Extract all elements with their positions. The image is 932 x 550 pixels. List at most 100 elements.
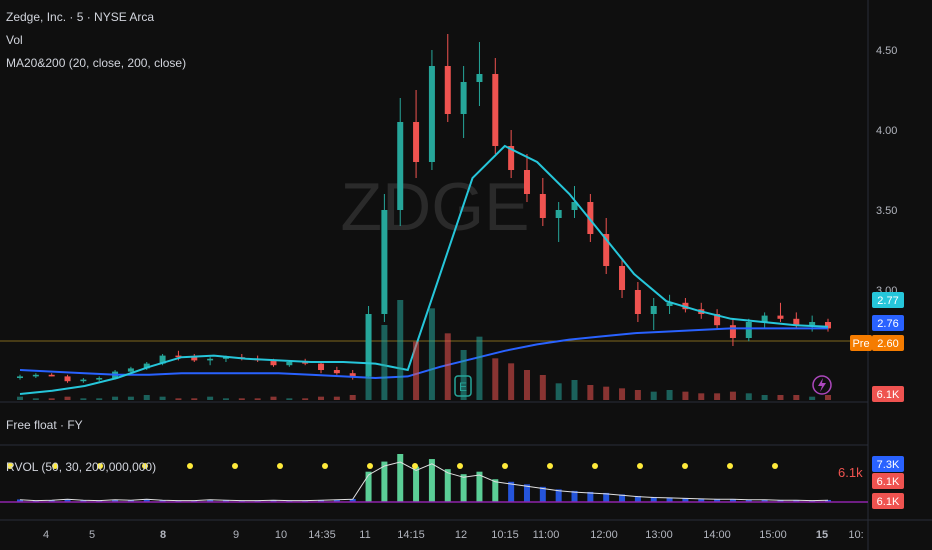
rvol-bar xyxy=(318,499,325,502)
price-badge xyxy=(872,335,904,351)
candle-body xyxy=(17,376,23,378)
rvol-signal-dot xyxy=(232,463,238,469)
volume-bar xyxy=(698,393,705,400)
rvol-bar xyxy=(508,481,515,502)
volume-bar xyxy=(333,396,340,400)
candle-body xyxy=(476,74,483,82)
rvol-signal-dot xyxy=(457,463,463,469)
rvol-bar xyxy=(444,469,451,502)
candle-body xyxy=(222,357,229,359)
volume-bar xyxy=(413,341,420,400)
time-tick-label: 10:15 xyxy=(491,529,519,541)
volume-bar xyxy=(666,390,673,400)
rvol-bar xyxy=(191,500,198,502)
time-tick-label: 11 xyxy=(359,529,370,541)
rvol-bar xyxy=(270,499,277,502)
rvol-bar xyxy=(523,484,530,502)
candle-body xyxy=(523,170,530,194)
volume-bar xyxy=(555,383,562,400)
price-badge-label: 6.1K xyxy=(877,496,900,508)
time-tick-label: 10 xyxy=(275,529,287,541)
candle-body xyxy=(413,122,420,162)
lightning-icon-bolt xyxy=(818,378,826,392)
candle-body xyxy=(127,368,134,372)
rvol-value: 6.1k xyxy=(838,465,863,480)
price-badge xyxy=(850,335,872,351)
rvol-signal-dot xyxy=(727,463,733,469)
volume-bar xyxy=(143,395,150,400)
candle-body xyxy=(603,234,610,266)
rvol-bar xyxy=(286,500,293,502)
volume-bar xyxy=(634,390,641,400)
rvol-bar xyxy=(476,471,483,502)
volume-bar xyxy=(809,396,816,400)
candle-body xyxy=(365,314,372,377)
rvol-signal-dot xyxy=(52,463,58,469)
price-tick-label: 4.50 xyxy=(876,45,897,57)
price-badge-label: 2.76 xyxy=(877,318,898,330)
rvol-bar xyxy=(254,500,261,502)
volume-bar xyxy=(729,391,736,400)
candle-body xyxy=(571,202,578,210)
volume-bar xyxy=(254,398,261,400)
rvol-bar xyxy=(729,498,736,502)
volume-bar xyxy=(508,363,515,400)
rvol-bar xyxy=(397,454,404,502)
rvol-signal-dot xyxy=(682,463,688,469)
rvol-bar xyxy=(80,499,87,502)
candle-body xyxy=(191,357,198,361)
candle-body xyxy=(318,363,325,370)
symbol-title: Zedge, Inc. · 5 · NYSE Arca xyxy=(6,10,155,24)
candle-body xyxy=(302,362,309,364)
candle-body xyxy=(634,290,641,314)
rvol-bar xyxy=(587,491,594,502)
volume-bar xyxy=(349,395,356,400)
rvol-bar xyxy=(381,461,388,502)
rvol-bar xyxy=(64,498,71,502)
rvol-bar xyxy=(17,499,23,502)
rvol-bar xyxy=(428,459,435,502)
volume-bar xyxy=(302,398,309,400)
candle-body xyxy=(777,315,784,319)
rvol-signal-dot xyxy=(367,463,373,469)
volume-bar xyxy=(286,398,293,400)
rvol-signal-dot xyxy=(142,463,148,469)
candle-body xyxy=(745,322,752,338)
rvol-signal-dot xyxy=(772,463,778,469)
volume-bar xyxy=(397,300,404,400)
volume-bar xyxy=(761,395,768,400)
volume-bar xyxy=(80,398,87,400)
ma20-line xyxy=(19,144,829,395)
volume-bar xyxy=(32,398,39,400)
rvol-bar xyxy=(207,499,214,502)
volume-bar xyxy=(191,398,198,400)
earnings-e-icon: E xyxy=(454,375,472,397)
time-tick-label: 14:35 xyxy=(308,529,336,541)
price-badge-label: 2.60 xyxy=(877,338,898,350)
volume-bar xyxy=(825,395,831,400)
candle-body xyxy=(444,66,451,114)
candle-body xyxy=(159,355,166,364)
volume-bar xyxy=(682,391,689,400)
candle-body xyxy=(270,360,277,366)
candle-body xyxy=(809,322,816,326)
volume-bar xyxy=(238,398,245,400)
volume-bar xyxy=(539,375,546,400)
rvol-bar xyxy=(619,494,626,502)
time-tick-label: 11:00 xyxy=(533,529,560,541)
earnings-e-icon-frame xyxy=(454,375,472,397)
candle-body xyxy=(460,82,467,114)
candle-body xyxy=(428,66,435,162)
time-tick-label: 9 xyxy=(233,529,239,541)
candle-body xyxy=(80,379,87,382)
candle-body xyxy=(349,373,356,377)
volume-bar xyxy=(793,395,800,400)
candle-body xyxy=(32,374,39,377)
rvol-bar xyxy=(571,490,578,502)
price-tick-label: 4.00 xyxy=(876,125,897,137)
volume-bar xyxy=(603,386,610,400)
candle-body xyxy=(714,314,721,326)
price-badge-label: 2.77 xyxy=(877,295,898,307)
volume-bar xyxy=(444,333,451,400)
